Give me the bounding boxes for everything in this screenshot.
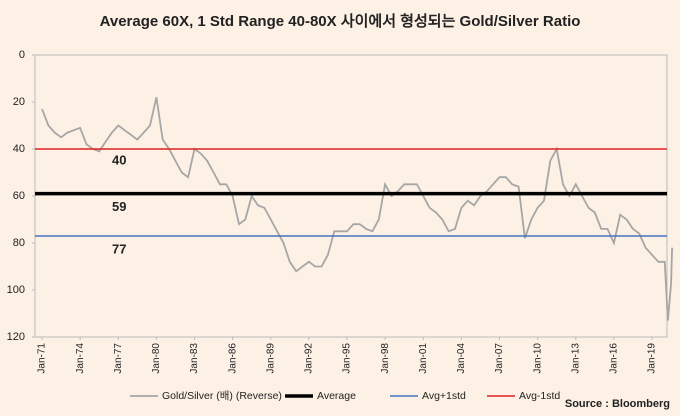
x-tick-label: Jan-98 [380, 343, 391, 374]
x-tick-label: Jan-95 [342, 343, 353, 374]
x-tick-label: Jan-92 [304, 343, 315, 374]
legend-label: Gold/Silver (배) (Reverse) [162, 390, 282, 402]
x-tick-label: Jan-13 [570, 343, 581, 374]
x-tick-label: Jan-16 [609, 343, 620, 374]
x-tick-label: Jan-86 [227, 343, 238, 374]
reference-label: 77 [112, 241, 126, 256]
x-tick-label: Jan-07 [494, 343, 505, 374]
legend-label: Avg+1std [422, 390, 466, 402]
data-line [41, 97, 673, 321]
legend-label: Average [317, 390, 356, 402]
y-tick-label: 0 [19, 49, 25, 61]
y-tick-label: 20 [13, 96, 25, 108]
x-tick-label: Jan-74 [75, 343, 86, 374]
reference-label: 59 [112, 199, 126, 214]
reference-label: 40 [112, 152, 126, 167]
y-tick-label: 60 [13, 190, 25, 202]
x-tick-label: Jan-04 [456, 343, 467, 374]
y-tick-label: 80 [13, 237, 25, 249]
x-tick-label: Jan-80 [151, 343, 162, 374]
x-tick-label: Jan-01 [418, 343, 429, 374]
chart-title: Average 60X, 1 Std Range 40-80X 사이에서 형성되… [100, 12, 581, 30]
legend-label: Avg-1std [519, 390, 560, 402]
y-tick-label: 40 [13, 143, 25, 155]
x-tick-label: Jan-19 [647, 343, 658, 374]
y-tick-label: 100 [7, 284, 25, 296]
source: Source : Bloomberg [565, 398, 670, 410]
x-tick-label: Jan-83 [189, 343, 200, 374]
x-tick-label: Jan-77 [113, 343, 124, 374]
x-tick-label: Jan-71 [37, 343, 48, 374]
y-tick-label: 120 [7, 331, 25, 343]
x-tick-label: Jan-10 [532, 343, 543, 374]
x-tick-label: Jan-89 [265, 343, 276, 374]
